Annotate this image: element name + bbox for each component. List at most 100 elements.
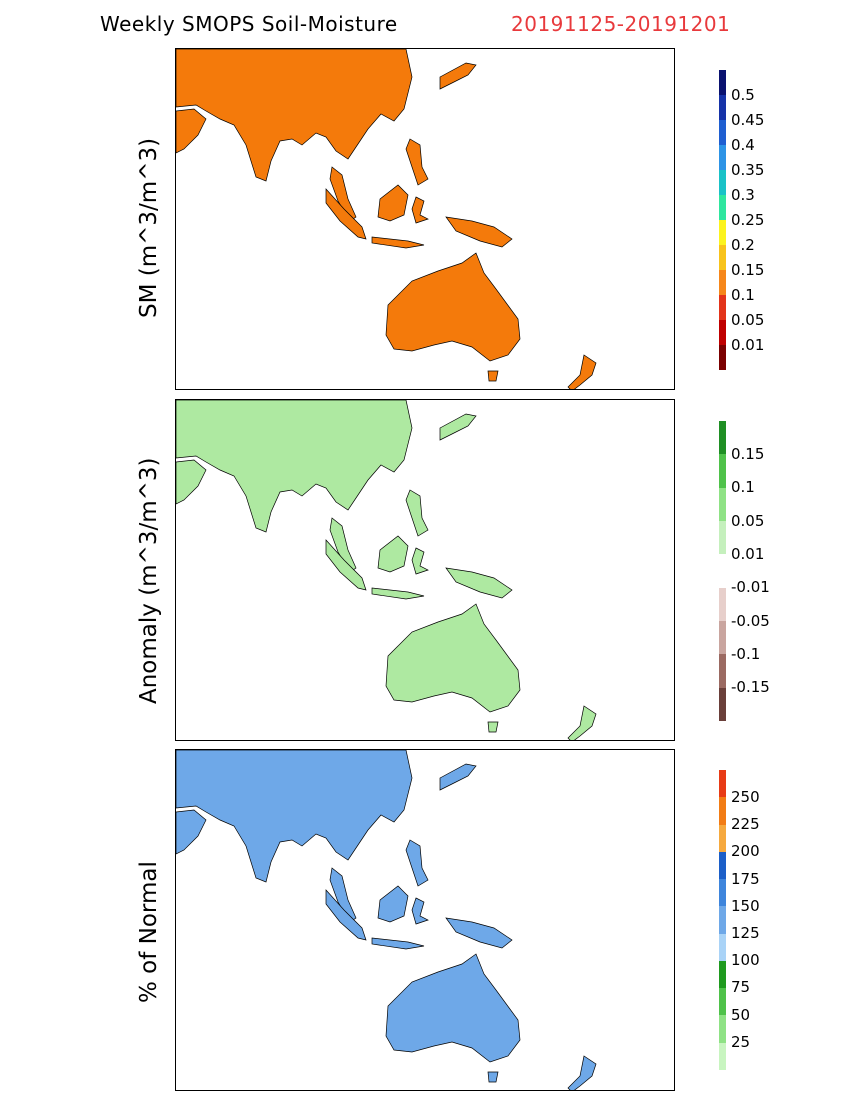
- percent-colorbar-tick-label: 25: [731, 1032, 751, 1051]
- percent-colorbar-tick-label: 175: [731, 869, 760, 888]
- sm-colorbar-tick-label: 0.1: [731, 286, 755, 304]
- new-guinea-island: [445, 216, 513, 248]
- anomaly-colorbar-segment: [719, 421, 726, 455]
- sulawesi-island: [411, 897, 429, 925]
- sm-colorbar-tick-label: 0.01: [731, 336, 765, 354]
- sm-map-panel: [175, 48, 675, 390]
- percent-colorbar-segment: [719, 988, 726, 1016]
- java-island: [371, 587, 425, 600]
- percent-colorbar-tick-label: 250: [731, 788, 760, 806]
- sm-colorbar-segment: [719, 170, 726, 195]
- tasmania-island: [487, 721, 499, 733]
- percent-colorbar-segment: [719, 1042, 726, 1070]
- percent-colorbar-segment: [719, 797, 726, 825]
- anomaly-colorbar-segment: [719, 454, 726, 488]
- sumatra-island: [325, 539, 367, 591]
- arabia-landmass: [176, 459, 207, 505]
- anomaly-colorbar: [719, 421, 726, 721]
- sm-colorbar-segment: [719, 95, 726, 120]
- borneo-island: [377, 885, 409, 923]
- arabia-landmass: [176, 809, 207, 855]
- sm-colorbar-segment: [719, 270, 726, 295]
- new-zealand-islands: [567, 705, 597, 740]
- anomaly-colorbar-segment: [719, 554, 726, 588]
- asia-landmass: [176, 750, 413, 883]
- tasmania-island: [487, 1071, 499, 1083]
- sm-colorbar-segment: [719, 220, 726, 245]
- new-guinea-island: [445, 917, 513, 949]
- percent-axis-label: % of Normal: [136, 861, 162, 1003]
- anomaly-colorbar-segment: [719, 587, 726, 621]
- sumatra-island: [325, 188, 367, 240]
- anomaly-colorbar-tick-label: -0.1: [731, 644, 761, 663]
- percent-map: [176, 750, 597, 1090]
- anomaly-colorbar-tick-label: -0.05: [731, 611, 770, 630]
- anomaly-map: [176, 400, 597, 740]
- percent-colorbar-segment: [719, 851, 726, 880]
- date-range: 20191125-20191201: [511, 12, 731, 36]
- philippines-islands: [405, 839, 429, 887]
- japan-islands: [439, 763, 477, 791]
- percent-colorbar-segment: [719, 1015, 726, 1043]
- percent-colorbar-tick-label: 200: [731, 842, 760, 861]
- percent-colorbar-segment: [719, 824, 726, 852]
- sm-colorbar-segment: [719, 195, 726, 220]
- java-island: [371, 236, 425, 249]
- japan-islands: [439, 413, 477, 441]
- anomaly-map-panel: [175, 399, 675, 741]
- sm-map: [176, 49, 597, 389]
- sumatra-island: [325, 889, 367, 941]
- borneo-island: [377, 184, 409, 222]
- new-zealand-islands: [567, 1055, 597, 1090]
- sm-colorbar-segment: [719, 295, 726, 320]
- percent-colorbar-tick-label: 50: [731, 1005, 751, 1024]
- anomaly-colorbar-tick-label: 0.05: [731, 511, 765, 530]
- percent-colorbar-segment: [719, 906, 726, 934]
- percent-colorbar-segment: [719, 960, 726, 989]
- anomaly-colorbar-segment: [719, 520, 726, 555]
- sm-colorbar-segment: [719, 120, 726, 145]
- anomaly-colorbar-segment: [719, 687, 726, 721]
- sulawesi-island: [411, 196, 429, 224]
- asia-landmass: [176, 49, 413, 182]
- philippines-islands: [405, 489, 429, 537]
- percent-colorbar-segment: [719, 933, 726, 961]
- asia-landmass: [176, 400, 413, 533]
- japan-islands: [439, 62, 477, 90]
- sm-colorbar-tick-label: 0.5: [731, 86, 755, 104]
- sm-axis-label: SM (m^3/m^3): [136, 137, 162, 318]
- sm-colorbar-segment: [719, 245, 726, 270]
- sm-colorbar-tick-label: 0.3: [731, 186, 755, 204]
- percent-colorbar: [719, 770, 726, 1070]
- percent-colorbar-segment: [719, 879, 726, 907]
- arabia-landmass: [176, 108, 207, 154]
- anomaly-axis-label: Anomaly (m^3/m^3): [136, 457, 162, 704]
- philippines-islands: [405, 138, 429, 186]
- sm-colorbar-tick-label: 0.35: [731, 161, 765, 179]
- sulawesi-island: [411, 547, 429, 575]
- borneo-island: [377, 535, 409, 573]
- anomaly-colorbar-tick-label: 0.1: [731, 478, 755, 497]
- sm-colorbar-tick-label: 0.15: [731, 261, 765, 279]
- australia-landmass: [385, 953, 521, 1063]
- sm-colorbar-tick-label: 0.05: [731, 311, 765, 329]
- anomaly-colorbar-tick-label: 0.01: [731, 544, 765, 563]
- anomaly-colorbar-segment: [719, 487, 726, 521]
- percent-colorbar-tick-label: 225: [731, 815, 760, 834]
- percent-colorbar-tick-label: 125: [731, 924, 760, 942]
- anomaly-colorbar-tick-label: -0.15: [731, 678, 770, 697]
- tasmania-island: [487, 370, 499, 382]
- sm-colorbar-segment: [719, 70, 726, 95]
- anomaly-colorbar-tick-label: -0.01: [731, 578, 770, 597]
- percent-colorbar-tick-label: 150: [731, 896, 760, 915]
- new-zealand-islands: [567, 354, 597, 389]
- sm-colorbar-segment: [719, 145, 726, 170]
- new-guinea-island: [445, 567, 513, 599]
- percent-colorbar-tick-label: 100: [731, 951, 760, 970]
- sm-colorbar: [719, 70, 726, 370]
- percent-map-panel: [175, 749, 675, 1091]
- sm-colorbar-tick-label: 0.25: [731, 211, 765, 229]
- map-title: Weekly SMOPS Soil-Moisture: [100, 12, 398, 36]
- java-island: [371, 937, 425, 950]
- sm-colorbar-tick-label: 0.45: [731, 111, 765, 129]
